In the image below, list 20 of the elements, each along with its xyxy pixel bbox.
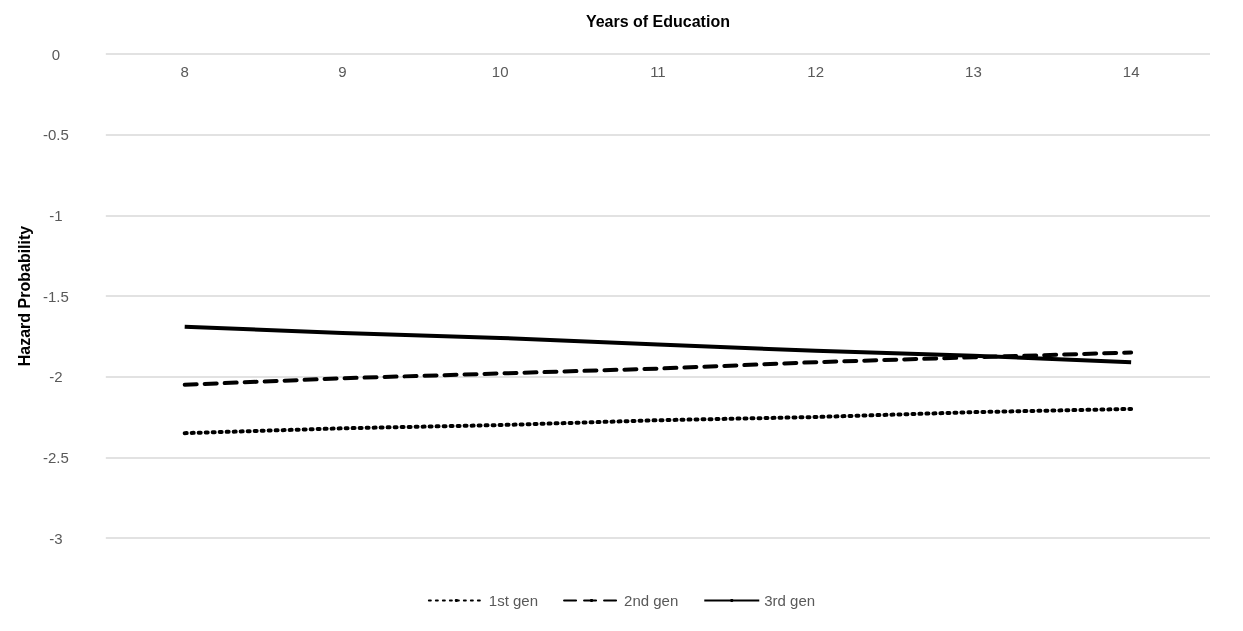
y-tick-label: -2.5 <box>42 448 69 466</box>
x-tick-label: 14 <box>1122 63 1140 80</box>
y-tick-label: -3 <box>49 529 63 547</box>
x-axis-title: Years of Education <box>585 12 730 30</box>
legend-label: 3rd gen <box>764 592 816 609</box>
y-tick-label: -0.5 <box>42 126 69 144</box>
y-tick-label: -1 <box>49 206 63 224</box>
x-tick-label: 11 <box>650 63 666 80</box>
y-tick-label: 0 <box>51 45 60 63</box>
y-tick-label: -2 <box>49 368 63 386</box>
legend-label: 2nd gen <box>624 592 679 609</box>
line-series <box>182 406 1134 436</box>
x-tick-label: 9 <box>338 63 347 80</box>
legend-label: 1st gen <box>488 592 539 609</box>
x-tick-label: 13 <box>965 63 982 80</box>
y-tick-label: -1.5 <box>42 287 69 305</box>
x-tick-label: 12 <box>807 63 824 80</box>
x-tick-label: 8 <box>180 63 189 80</box>
y-axis-title: Hazard Probability <box>15 225 33 367</box>
x-tick-label: 10 <box>491 63 509 80</box>
